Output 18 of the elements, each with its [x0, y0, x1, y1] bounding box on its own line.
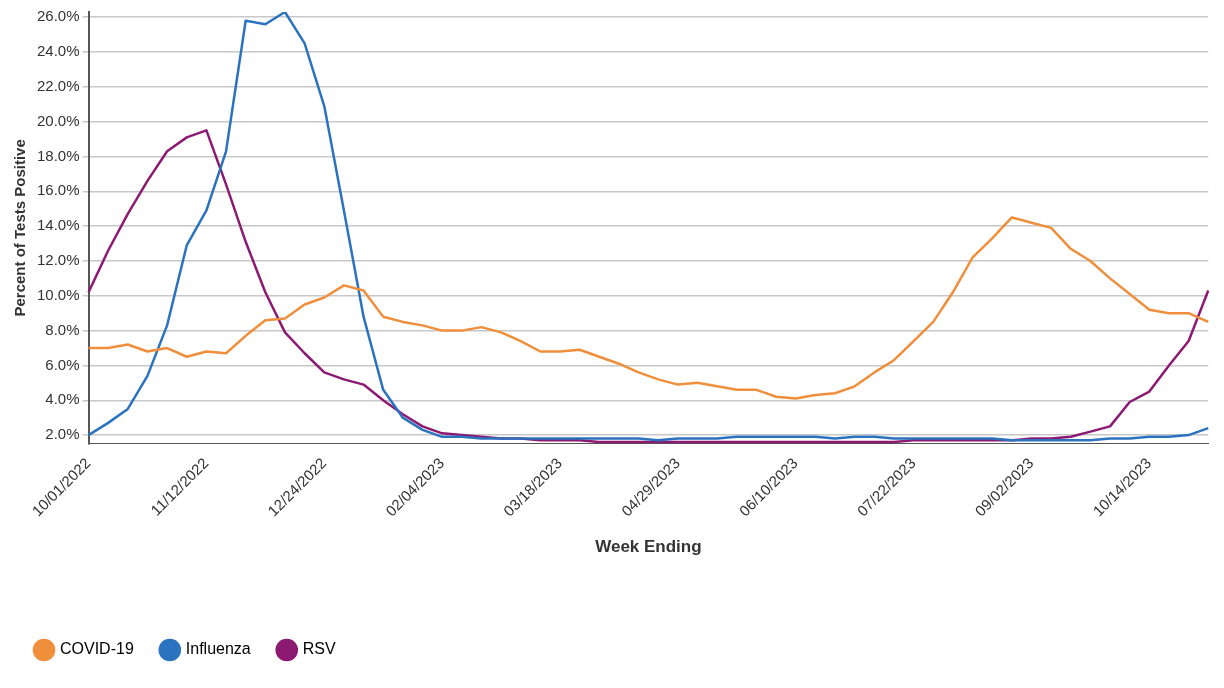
y-tick-label: 6.0% [45, 355, 80, 373]
y-tick-label: 2.0% [45, 425, 80, 443]
y-tick-label: 18.0% [36, 146, 80, 164]
y-tick-label: 12.0% [36, 251, 80, 269]
y-axis-title: Percent of Tests Positive [11, 139, 29, 317]
legend-label: COVID-19 [60, 640, 134, 658]
y-tick-label: 26.0% [36, 7, 80, 25]
legend-label: Influenza [185, 640, 251, 658]
x-axis-title: Week Ending [595, 537, 702, 557]
y-tick-label: 4.0% [45, 390, 80, 408]
legend-label: RSV [302, 640, 336, 658]
y-tick-label: 20.0% [36, 111, 80, 129]
y-tick-label: 16.0% [36, 181, 80, 199]
y-tick-label: 10.0% [36, 285, 80, 303]
y-tick-label: 24.0% [36, 42, 80, 60]
y-tick-label: 8.0% [45, 320, 80, 338]
y-tick-label: 22.0% [36, 77, 80, 95]
y-tick-label: 14.0% [36, 216, 80, 234]
